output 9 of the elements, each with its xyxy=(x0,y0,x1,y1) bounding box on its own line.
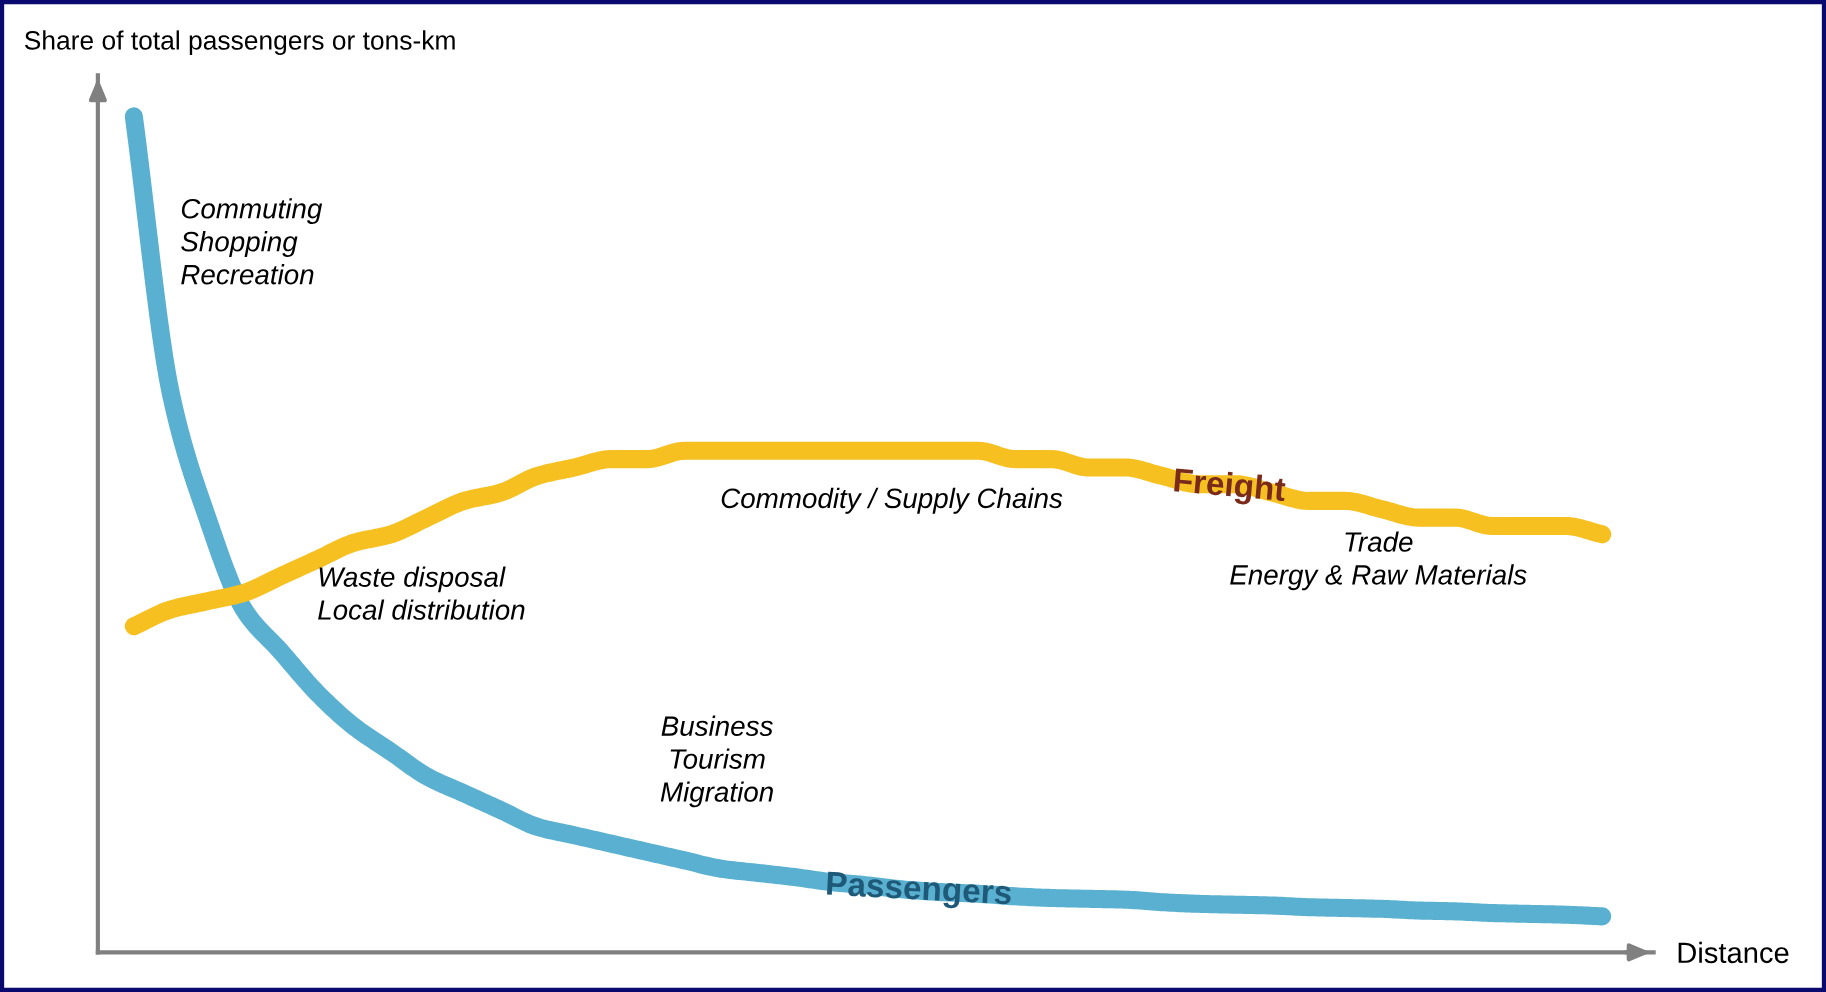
annotation: Business Tourism Migration xyxy=(660,715,773,808)
series-label: Passengers xyxy=(826,871,1012,912)
annotation: Trade Energy & Raw Materials xyxy=(1230,531,1527,591)
annotation: Commuting Shopping Recreation xyxy=(181,198,323,285)
series-label: Freight xyxy=(1173,467,1287,508)
annotation: Waste disposal Local distribution xyxy=(318,566,525,620)
annotation: Commodity / Supply Chains xyxy=(721,487,1063,514)
y-axis-title: Share of total passengers or tons-km xyxy=(24,30,455,55)
x-axis-title: Distance xyxy=(1678,941,1789,964)
